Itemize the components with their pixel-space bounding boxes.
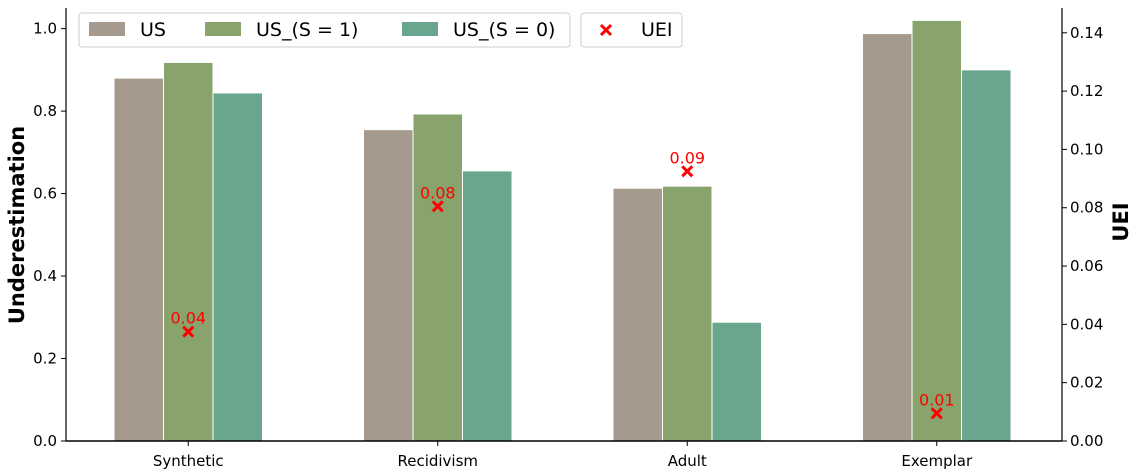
y2-tick-label: 0.14 xyxy=(1070,24,1103,42)
y-tick-label: 1.0 xyxy=(33,20,57,38)
legend-swatch-1 xyxy=(205,22,241,36)
legend: US US_(S = 1) US_(S = 0) UEI xyxy=(78,12,683,48)
uei-marker-adult xyxy=(681,165,694,178)
y-axis-title: Underestimation xyxy=(5,126,29,324)
x-tick-label-synthetic: Synthetic xyxy=(153,452,224,470)
y2-tick-label: 0.10 xyxy=(1070,140,1103,158)
uei-data-label-exemplar: 0.01 xyxy=(919,390,955,409)
uei-marker-exemplar xyxy=(930,407,943,420)
uei-marker-recidivism xyxy=(431,200,444,213)
bar-synthetic-series-1 xyxy=(163,61,214,442)
uei-data-label-synthetic: 0.04 xyxy=(170,309,206,328)
x-tick-label-adult: Adult xyxy=(668,452,707,470)
bar-synthetic-series-0 xyxy=(113,77,164,442)
legend-label-1: US_(S = 1) xyxy=(256,19,358,41)
legend-label-2: US_(S = 0) xyxy=(453,19,555,41)
legend-box-uei xyxy=(580,12,683,48)
x-tick-label-recidivism: Recidivism xyxy=(397,452,478,470)
bar-exemplar-series-1 xyxy=(911,19,962,442)
y2-tick-label: 0.12 xyxy=(1070,82,1103,100)
y-tick-label: 0.8 xyxy=(33,102,57,120)
legend-swatch-0 xyxy=(89,22,125,36)
bar-adult-series-0 xyxy=(612,187,663,442)
bar-recidivism-series-1 xyxy=(412,113,463,442)
bar-exemplar-series-2 xyxy=(961,69,1012,442)
y-tick-label: 0.6 xyxy=(33,185,57,203)
y-tick-label: 0.0 xyxy=(33,432,57,450)
y2-tick-label: 0.00 xyxy=(1070,432,1103,450)
y-tick-label: 0.4 xyxy=(33,267,57,285)
y2-tick-label: 0.02 xyxy=(1070,374,1103,392)
y2-tick-label: 0.08 xyxy=(1070,199,1103,217)
legend-label-uei: UEI xyxy=(641,19,673,41)
bar-recidivism-series-0 xyxy=(363,129,414,442)
uei-marker-synthetic xyxy=(182,325,195,338)
y2-tick-label: 0.04 xyxy=(1070,315,1103,333)
bars-layer xyxy=(113,19,1012,442)
y-tick-label: 0.2 xyxy=(33,350,57,368)
legend-swatch-2 xyxy=(402,22,438,36)
bar-synthetic-series-2 xyxy=(212,92,263,442)
y2-tick-label: 0.06 xyxy=(1070,257,1103,275)
bar-recidivism-series-2 xyxy=(462,170,513,442)
bar-exemplar-series-0 xyxy=(862,33,913,442)
x-tick-label-exemplar: Exemplar xyxy=(901,452,973,470)
uei-data-label-adult: 0.09 xyxy=(669,148,705,167)
legend-marker-uei xyxy=(599,23,613,37)
y2-axis-title: UEI xyxy=(1109,202,1133,241)
uei-markers-layer: 0.04 0.08 0.09 0.01 xyxy=(170,148,955,420)
legend-box-bars xyxy=(78,12,571,48)
bar-adult-series-1 xyxy=(662,185,713,442)
axes-layer: 0.00.20.40.60.81.00.000.020.040.060.080.… xyxy=(33,8,1103,470)
legend-label-0: US xyxy=(140,19,166,41)
bar-adult-series-2 xyxy=(711,321,762,442)
uei-data-label-recidivism: 0.08 xyxy=(420,183,456,202)
